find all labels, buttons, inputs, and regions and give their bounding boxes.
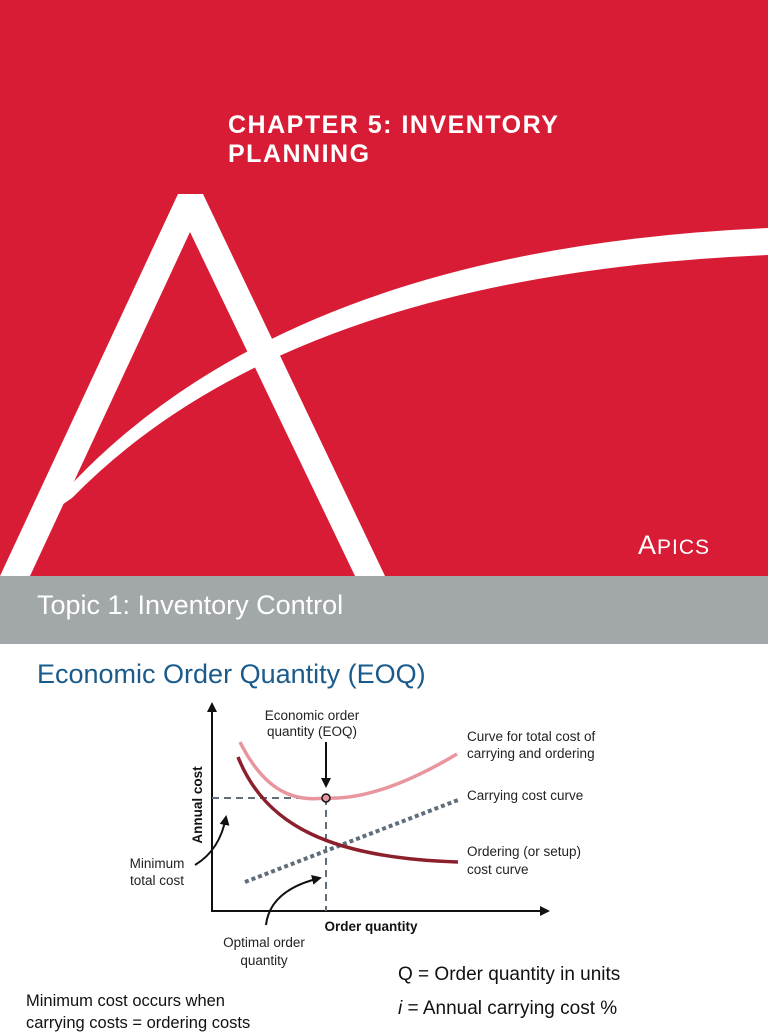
- apics-logo-a: A: [638, 530, 658, 560]
- carrying-cost-curve: [244, 798, 459, 884]
- chapter-title-line1: CHAPTER 5: INVENTORY: [228, 111, 560, 139]
- formula-q-symbol: Q: [398, 964, 413, 985]
- min-cost-note-line2: carrying costs = ordering costs: [26, 1014, 251, 1032]
- swoosh-arc: [40, 228, 768, 520]
- cover-banner: CHAPTER 5: INVENTORY PLANNING APICS: [0, 0, 768, 576]
- a-shape: [0, 194, 385, 576]
- optimal-arrow: [265, 875, 322, 926]
- section-title: Economic Order Quantity (EOQ): [37, 659, 426, 689]
- optimal-label-line1: Optimal order: [223, 935, 305, 950]
- optimal-label-line2: quantity: [240, 953, 288, 968]
- total-curve-label-line2: carrying and ordering: [467, 746, 595, 761]
- min-cost-note: Minimum cost occurs when carrying costs …: [26, 990, 250, 1034]
- apics-logo: APICS: [638, 530, 710, 561]
- formula-q: Q = Order quantity in units: [398, 964, 620, 986]
- formula-q-text: = Order quantity in units: [412, 964, 621, 985]
- topic-title: Topic 1: Inventory Control: [37, 590, 344, 620]
- formula-i: i = Annual carrying cost %: [398, 998, 617, 1020]
- carrying-curve-label: Carrying cost curve: [467, 788, 583, 803]
- eoq-point: [321, 793, 331, 803]
- min-cost-label-line1: Minimum: [130, 856, 185, 871]
- chapter-title-line2: PLANNING: [228, 140, 371, 168]
- total-curve-label-line1: Curve for total cost of: [467, 729, 596, 744]
- min-cost-label-line2: total cost: [130, 873, 184, 888]
- formula-i-symbol: i: [398, 998, 403, 1019]
- ordering-curve-label-line2: cost curve: [467, 862, 529, 877]
- y-axis-label: Annual cost: [190, 766, 205, 844]
- topic-bar: Topic 1: Inventory Control: [0, 576, 768, 644]
- eoq-diagram: Economic order quantity (EOQ) Curve for …: [130, 702, 596, 968]
- apics-logo-rest: PICS: [657, 536, 711, 559]
- eoq-label-line1: Economic order: [265, 708, 360, 723]
- ordering-cost-curve: [236, 756, 459, 864]
- eoq-label-line2: quantity (EOQ): [267, 724, 357, 739]
- min-cost-arrow: [194, 815, 230, 866]
- apics-a-graphic: [0, 194, 768, 576]
- ordering-curve-label-line1: Ordering (or setup): [467, 844, 581, 859]
- min-cost-note-line1: Minimum cost occurs when: [26, 992, 225, 1010]
- formula-i-text: = Annual carrying cost %: [402, 998, 618, 1019]
- x-axis-label: Order quantity: [324, 919, 418, 934]
- total-cost-curve: [238, 741, 458, 801]
- chapter-title: CHAPTER 5: INVENTORY PLANNING: [228, 111, 559, 169]
